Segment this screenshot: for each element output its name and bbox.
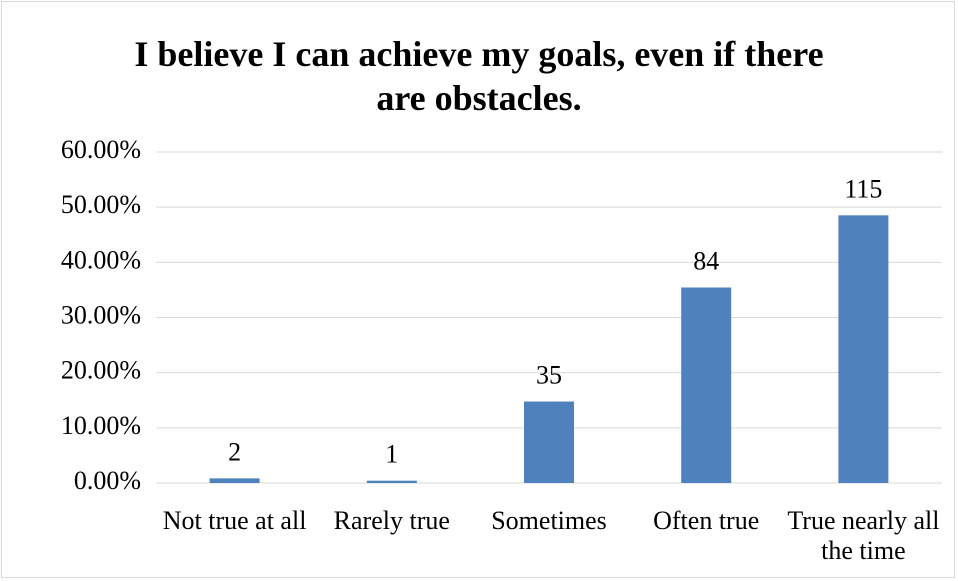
chart-title: I believe I can achieve my goals, even i… [134,34,824,118]
y-tick-label: 50.00% [61,190,141,219]
bar [838,215,889,483]
y-tick-label: 10.00% [61,411,141,440]
bar [681,287,732,483]
data-label: 1 [385,440,398,469]
y-tick-label: 30.00% [61,300,141,329]
x-tick-label: Rarely true [333,506,450,535]
x-tick-label: Sometimes [491,506,607,535]
data-label: 84 [693,246,719,275]
y-tick-label: 20.00% [61,356,141,385]
y-tick-label: 0.00% [74,466,141,495]
data-label: 2 [228,437,241,466]
bar [209,478,260,483]
y-tick-label: 40.00% [61,245,141,274]
x-tick-label: True nearly all the time [787,506,940,565]
bar [524,401,574,483]
bar [366,480,417,483]
y-tick-label: 60.00% [61,135,141,164]
x-tick-label: Not true at all [162,506,307,535]
data-label: 115 [844,174,882,203]
x-tick-label: Often true [653,506,760,535]
data-label: 35 [536,360,562,389]
